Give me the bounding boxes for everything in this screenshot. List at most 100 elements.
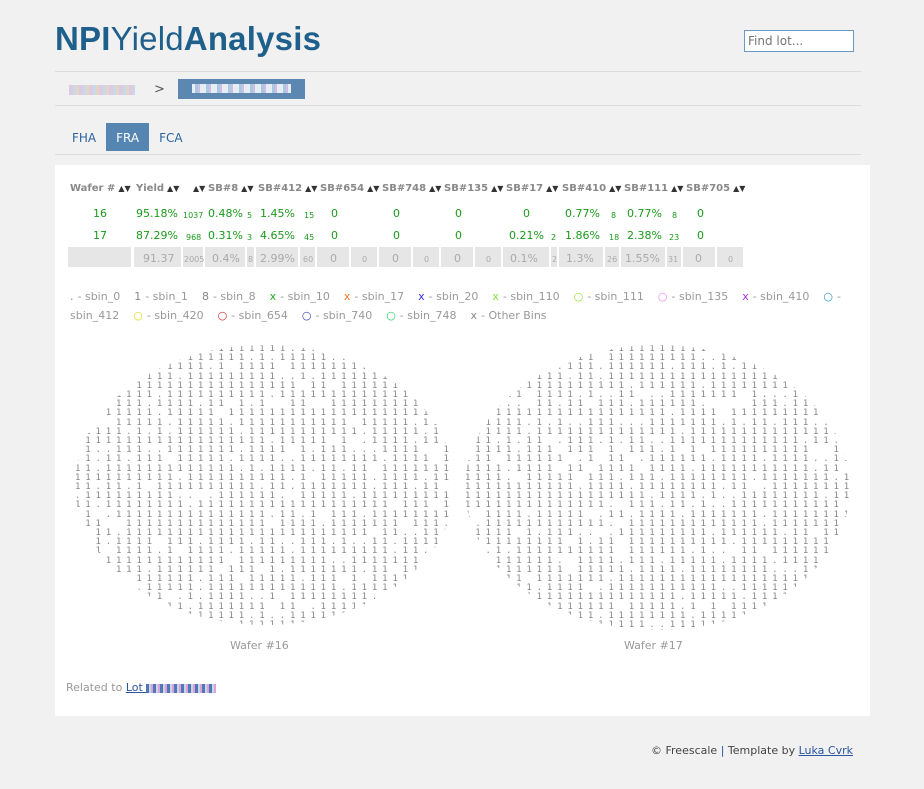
wafer-map-16[interactable]: . . 1 1 . 1 1 1 1 1 1 1 1 1 1 1 1 1 1 1 … bbox=[75, 345, 455, 625]
legend-marker-icon: ○ bbox=[133, 309, 143, 322]
row16-sb8: 0.48% bbox=[208, 207, 243, 220]
logo-analysis: Analysis bbox=[183, 20, 322, 57]
col-header-sb654[interactable]: SB#654 ▲▼ bbox=[320, 183, 380, 194]
legend-label: - sbin_412 bbox=[70, 290, 842, 322]
breadcrumb-separator: > bbox=[154, 82, 165, 97]
summary-sb412: 2.99% bbox=[260, 252, 295, 265]
tab-fha[interactable]: FHA bbox=[72, 131, 97, 145]
breadcrumb-product[interactable] bbox=[69, 85, 135, 95]
summary-cell bbox=[300, 247, 315, 267]
row17-sb410: 1.86% bbox=[565, 229, 600, 242]
summary-cell bbox=[183, 247, 203, 267]
col-header-sb111[interactable]: SB#111 ▲▼ bbox=[624, 183, 684, 194]
divider bbox=[55, 154, 861, 155]
results-panel: Wafer # ▲▼ Yield ▲▼ ▲▼ SB#8 ▲▼ SB#412 ▲▼ SB#… bbox=[55, 165, 870, 716]
legend-marker-icon: ○ bbox=[573, 290, 584, 303]
summary-sb410-count: 26 bbox=[607, 255, 618, 264]
summary-cell bbox=[717, 247, 743, 267]
row16-sb412: 1.45% bbox=[260, 207, 295, 220]
summary-sb8: 0.4% bbox=[212, 252, 240, 265]
related-lot-link[interactable]: Lot bbox=[126, 681, 217, 694]
col-header-sb135[interactable]: SB#135 ▲▼ bbox=[444, 183, 504, 194]
legend-label: - sbin_8 bbox=[212, 290, 256, 303]
logo-npi: NPI bbox=[55, 20, 111, 57]
tab-fca[interactable]: FCA bbox=[159, 131, 183, 145]
summary-cell bbox=[551, 247, 557, 267]
col-header-sb410[interactable]: SB#410 ▲▼ bbox=[562, 183, 622, 194]
row17-sb8-count: 3 bbox=[247, 233, 253, 242]
legend-item: ○ - sbin_748 bbox=[386, 309, 456, 322]
summary-sb748: 0 bbox=[392, 252, 399, 265]
row17-sb111: 2.38% bbox=[627, 229, 662, 242]
col-header-sb748[interactable]: SB#748 ▲▼ bbox=[382, 183, 442, 194]
legend-marker-icon: x bbox=[343, 290, 351, 303]
wafer-caption-16: Wafer #16 bbox=[230, 639, 289, 652]
legend-item: x- sbin_20 bbox=[418, 290, 478, 303]
row16-sb111: 0.77% bbox=[627, 207, 662, 220]
summary-cell bbox=[605, 247, 619, 267]
legend-label: - sbin_110 bbox=[502, 290, 560, 303]
legend-marker-icon: x bbox=[492, 290, 499, 303]
search-input[interactable] bbox=[744, 30, 854, 52]
legend-item: x- sbin_410 bbox=[742, 290, 809, 303]
summary-cell bbox=[317, 247, 349, 267]
row16-sb412-count: 15 bbox=[304, 211, 315, 220]
col-header-sb412[interactable]: SB#412 ▲▼ bbox=[258, 183, 318, 194]
row16-wafer: 16 bbox=[93, 207, 107, 220]
summary-sb135-count: 0 bbox=[486, 255, 492, 264]
legend-item: ○ - sbin_740 bbox=[302, 309, 372, 322]
summary-cell bbox=[475, 247, 501, 267]
legend-label: - sbin_748 bbox=[399, 309, 457, 322]
legend-label: - sbin_0 bbox=[77, 290, 121, 303]
legend-marker-icon: x bbox=[742, 290, 749, 303]
row17-sb412: 4.65% bbox=[260, 229, 295, 242]
row16-sb410: 0.77% bbox=[565, 207, 600, 220]
app-logo[interactable]: NPIYieldAnalysis bbox=[55, 20, 321, 58]
legend-item: ○ - sbin_654 bbox=[218, 309, 288, 322]
summary-sb412-count: 60 bbox=[303, 255, 314, 264]
breadcrumb-current[interactable] bbox=[178, 79, 305, 99]
wafer-map-grid: . . 1 1 . 1 1 1 1 1 1 1 1 1 1 1 1 1 1 1 … bbox=[75, 345, 455, 625]
summary-cell bbox=[205, 247, 245, 267]
row17-sb654: 0 bbox=[331, 229, 338, 242]
row16-sb8-count: 5 bbox=[247, 211, 253, 220]
legend-label: - sbin_740 bbox=[315, 309, 373, 322]
row17-sb17-count: 2 bbox=[551, 233, 557, 242]
legend-label: - sbin_20 bbox=[428, 290, 479, 303]
row16-sb705: 0 bbox=[697, 207, 704, 220]
row17-sb135: 0 bbox=[455, 229, 462, 242]
footer-author-link[interactable]: Luka Cvrk bbox=[798, 744, 853, 757]
legend-marker-icon: ○ bbox=[301, 309, 312, 322]
summary-sb705-count: 0 bbox=[728, 255, 734, 264]
summary-sb748-count: 0 bbox=[424, 255, 430, 264]
legend-label: - sbin_135 bbox=[671, 290, 729, 303]
legend-label: - sbin_420 bbox=[146, 309, 204, 322]
footer-template: Template by bbox=[727, 744, 796, 757]
row16-sb748: 0 bbox=[393, 207, 400, 220]
row16-sb17: 0 bbox=[523, 207, 530, 220]
legend-marker-icon: x bbox=[269, 290, 277, 303]
col-header-yield[interactable]: Yield ▲▼ bbox=[136, 183, 180, 194]
legend-item: ○ - sbin_420 bbox=[133, 309, 203, 322]
legend-label: - sbin_17 bbox=[354, 290, 405, 303]
wafer-map-grid: 1 1 1 1 1 1 1 1 1 1 1 1 1 1 1 1 1 1 1 1 … bbox=[465, 345, 849, 630]
divider bbox=[55, 71, 861, 72]
summary-sb654-count: 0 bbox=[362, 255, 368, 264]
legend-label: - Other Bins bbox=[481, 309, 547, 322]
summary-cell bbox=[683, 247, 715, 267]
tab-fra[interactable]: FRA bbox=[106, 123, 150, 151]
summary-cell bbox=[134, 247, 181, 267]
col-header-sb17[interactable]: SB#17 ▲▼ bbox=[506, 183, 559, 194]
summary-cell bbox=[621, 247, 665, 267]
col-header-sb8[interactable]: SB#8 ▲▼ bbox=[208, 183, 254, 194]
summary-cell bbox=[667, 247, 681, 267]
wafer-map-17[interactable]: 1 1 1 1 1 1 1 1 1 1 1 1 1 1 1 1 1 1 1 1 … bbox=[465, 345, 850, 630]
footer: © Freescale | Template by Luka Cvrk bbox=[651, 744, 853, 757]
bin-legend: .- sbin_0 1- sbin_1 8- sbin_8 x - sbin_10 x - … bbox=[70, 287, 860, 325]
col-header-yield-count[interactable]: ▲▼ bbox=[193, 184, 206, 193]
summary-cell bbox=[503, 247, 549, 267]
footer-copyright: © Freescale bbox=[651, 744, 718, 757]
col-header-sb705[interactable]: SB#705 ▲▼ bbox=[686, 183, 746, 194]
col-header-wafer[interactable]: Wafer # ▲▼ bbox=[70, 183, 131, 194]
row17-sb412-count: 45 bbox=[304, 233, 315, 242]
